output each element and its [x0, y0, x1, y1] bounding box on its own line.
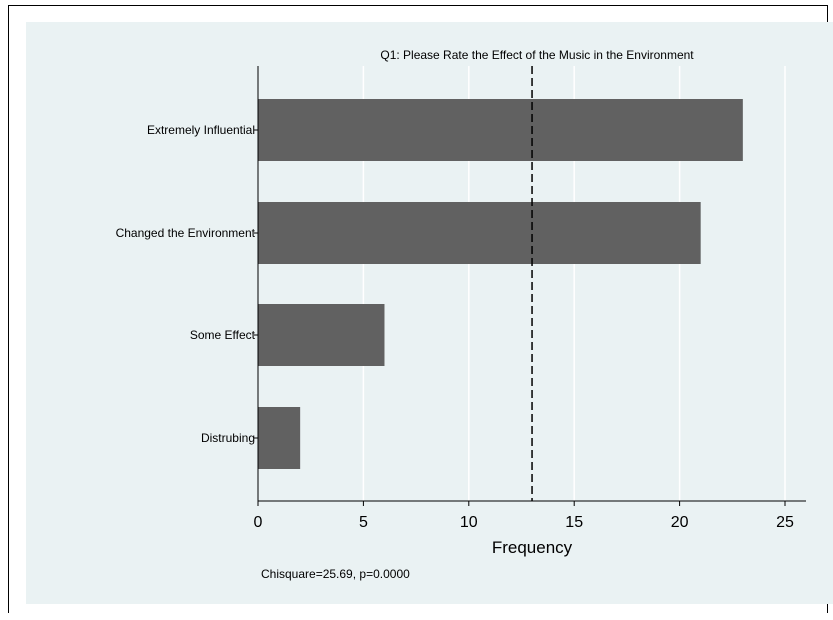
x-tick-label: 15: [565, 514, 583, 531]
x-tick-label: 10: [460, 514, 478, 531]
chart-title: Q1: Please Rate the Effect of the Music …: [380, 48, 694, 62]
x-tick-label: 20: [671, 514, 689, 531]
bar: [258, 304, 385, 366]
y-category-label: Changed the Environment: [116, 226, 256, 240]
bar: [258, 99, 743, 161]
bars: [258, 99, 743, 469]
x-tick-label: 5: [359, 514, 368, 531]
chisquare-note: Chisquare=25.69, p=0.0000: [261, 567, 410, 581]
x-axis-label: Frequency: [492, 538, 573, 557]
y-category-label: Some Effect: [190, 328, 256, 342]
bar: [258, 407, 301, 469]
bar: [258, 202, 701, 264]
x-tick-label: 0: [254, 514, 263, 531]
x-tick-label: 25: [776, 514, 794, 531]
y-category-label: Extremely Influential: [147, 123, 255, 137]
y-category-label: Distrubing: [201, 431, 255, 445]
x-axis-ticks: 0 5 10 15 20 25: [254, 501, 794, 531]
y-axis-labels: Extremely Influential Changed the Environ…: [116, 123, 258, 445]
